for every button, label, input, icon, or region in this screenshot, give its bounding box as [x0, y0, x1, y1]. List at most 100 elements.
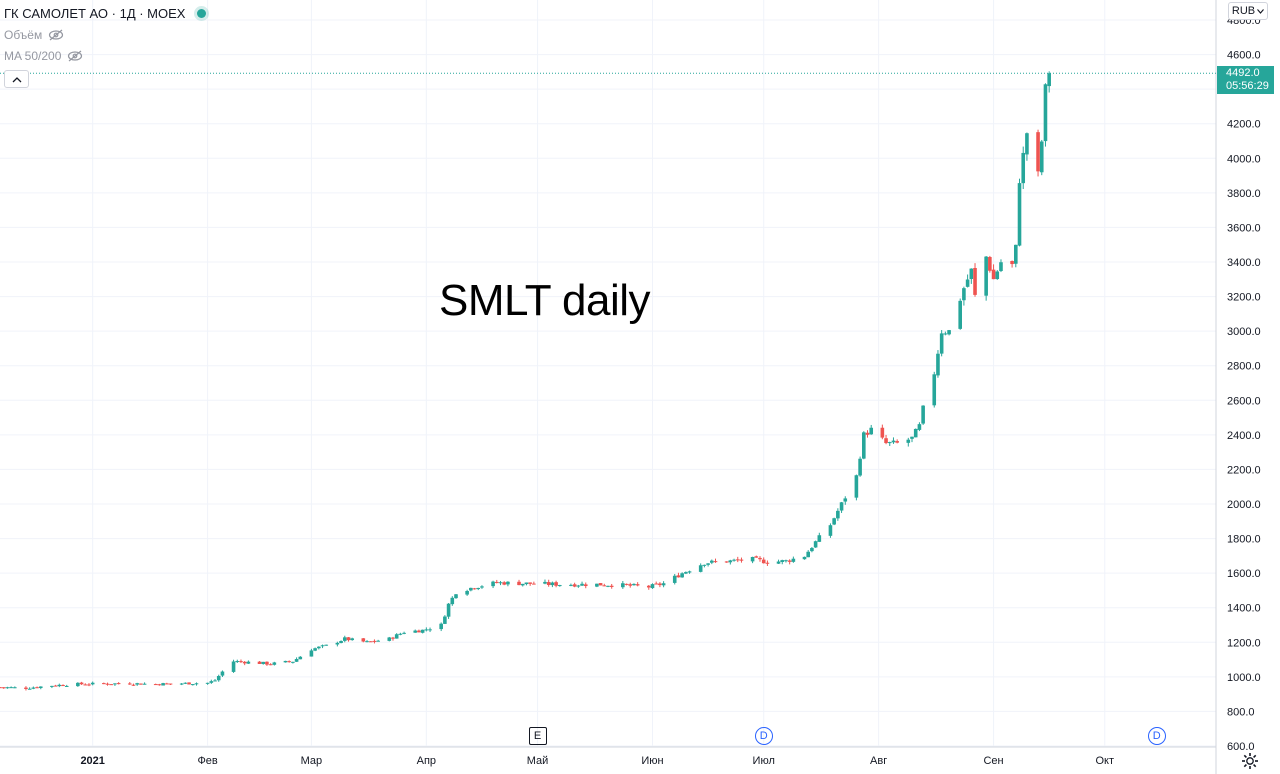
candle-body: [947, 330, 951, 335]
chevron-up-icon: [12, 76, 21, 82]
eye-hidden-icon[interactable]: [48, 29, 64, 41]
candle-body: [984, 256, 988, 296]
candle-body: [9, 687, 13, 689]
candle-body: [754, 556, 759, 558]
candle-body: [543, 581, 547, 584]
candle-body: [1010, 260, 1014, 265]
candle-body: [342, 637, 347, 641]
y-tick-label: 4200.0: [1227, 119, 1261, 131]
candle-body: [105, 683, 110, 685]
candle-body: [973, 268, 977, 295]
candle-body: [417, 630, 421, 633]
candle-body: [1025, 133, 1029, 155]
candle-body: [291, 661, 295, 663]
candle-body: [443, 616, 447, 624]
candle-body: [213, 680, 217, 682]
earnings-event-marker[interactable]: E: [528, 727, 547, 745]
x-tick-label: Май: [527, 755, 549, 767]
eye-hidden-icon[interactable]: [67, 50, 83, 62]
legend-symbol-row[interactable]: ГК САМОЛЕТ АО · 1Д · MOEX: [4, 3, 207, 24]
x-tick-label: Авг: [870, 755, 887, 767]
candle-body: [335, 642, 340, 645]
candle-body: [324, 644, 329, 646]
symbol-title[interactable]: ГК САМОЛЕТ АО · 1Д · MOEX: [4, 6, 186, 21]
candle-body: [583, 584, 588, 587]
candle-body: [246, 661, 251, 664]
candle-body: [554, 582, 558, 586]
candle-body: [268, 664, 273, 666]
candle-body: [602, 585, 607, 587]
dividend-event-marker[interactable]: D: [1147, 727, 1166, 745]
legend-volume-row[interactable]: Объём: [4, 24, 206, 45]
candle-body: [1014, 244, 1018, 264]
candle-body: [958, 300, 962, 329]
candle-body: [713, 561, 718, 563]
y-tick-label: 2400.0: [1227, 430, 1261, 442]
ma-indicator-label: MA 50/200: [4, 48, 62, 63]
candle-body: [287, 661, 291, 663]
currency-selector[interactable]: RUB: [1228, 2, 1268, 20]
candle-body: [646, 585, 651, 588]
candle-body: [854, 475, 859, 498]
x-tick-label: Июл: [753, 755, 775, 767]
candle-body: [913, 428, 918, 438]
candle-body: [991, 269, 996, 280]
candle-body: [365, 641, 369, 643]
candle-body: [157, 684, 162, 686]
candle-body: [476, 587, 481, 590]
candle-body: [939, 333, 944, 354]
y-tick-label: 3200.0: [1227, 292, 1261, 304]
candle-body: [131, 684, 136, 686]
candle-body: [372, 640, 377, 642]
candle-body: [376, 640, 380, 642]
candle-body: [391, 637, 395, 639]
candle-body: [194, 683, 199, 685]
gear-icon[interactable]: [1240, 751, 1260, 771]
candle-body: [87, 684, 91, 686]
candle-body: [880, 427, 885, 438]
dividend-event-marker[interactable]: D: [754, 727, 773, 745]
candle-body: [735, 559, 740, 561]
currency-label: RUB: [1231, 5, 1256, 17]
candle-body: [817, 535, 822, 542]
candle-body: [806, 551, 810, 558]
y-tick-label: 2200.0: [1227, 464, 1261, 476]
candle-body: [116, 683, 121, 685]
candle-body: [891, 440, 896, 443]
collapse-legend-button[interactable]: [4, 70, 29, 88]
candle-body: [183, 682, 188, 684]
candle-body: [921, 405, 925, 424]
candle-body: [402, 632, 406, 634]
candle-body: [624, 583, 629, 585]
candle-body: [309, 650, 314, 657]
candle-body: [50, 685, 54, 687]
y-tick-label: 2000.0: [1227, 499, 1261, 511]
candle-body: [153, 684, 158, 686]
candle-body: [732, 559, 736, 561]
x-tick-label: Апр: [417, 755, 436, 767]
y-tick-label: 4000.0: [1227, 153, 1261, 165]
x-tick-label: Мар: [301, 755, 323, 767]
candle-body: [90, 682, 95, 685]
candle-body: [398, 633, 403, 635]
candle-body: [190, 684, 195, 686]
candle-body: [79, 682, 84, 685]
candle-body: [135, 683, 139, 685]
y-tick-label: 600.0: [1227, 741, 1255, 753]
candle-body: [598, 583, 603, 586]
legend-ma-row[interactable]: MA 50/200: [4, 45, 206, 66]
candle-body: [187, 682, 191, 685]
candle-body: [61, 685, 65, 687]
candle-body: [1043, 84, 1048, 142]
candle-body: [988, 257, 992, 271]
x-tick-label: Июн: [641, 755, 663, 767]
candle-body: [127, 683, 132, 685]
candle-body: [739, 559, 744, 561]
candle-body: [413, 630, 418, 633]
candle-body: [524, 582, 529, 585]
candle-body: [1036, 132, 1040, 172]
candle-body: [339, 640, 343, 644]
candle-body: [706, 563, 710, 565]
